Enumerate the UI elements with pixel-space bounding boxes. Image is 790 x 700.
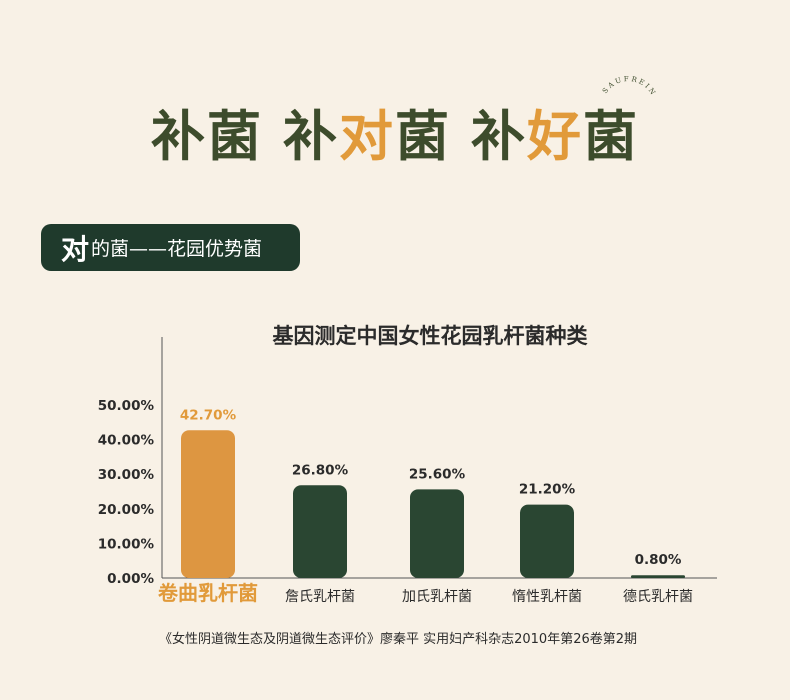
bar xyxy=(293,485,347,578)
headline-part3-b: 菌 xyxy=(583,104,639,168)
headline-part2-b: 菌 xyxy=(395,104,451,168)
y-tick-label: 20.00% xyxy=(98,502,155,518)
category-label: 德氏乳杆菌 xyxy=(623,589,693,605)
section-tag: 对的菌——花园优势菌 xyxy=(41,224,300,271)
value-label: 25.60% xyxy=(409,466,466,482)
headline: 补菌 补对菌 补好菌 xyxy=(0,92,790,171)
bar xyxy=(410,489,464,578)
category-label: 惰性乳杆菌 xyxy=(512,589,582,605)
source-citation: 《女性阴道微生态及阴道微生态评价》廖秦平 实用妇产科杂志2010年第26卷第2期 xyxy=(159,631,637,647)
y-tick-labels: 0.00% 10.00% 20.00% 30.00% 40.00% 50.00% xyxy=(98,398,155,587)
chart-title: 基因测定中国女性花园乳杆菌种类 xyxy=(273,324,589,348)
category-labels: 卷曲乳杆菌 詹氏乳杆菌 加氏乳杆菌 惰性乳杆菌 德氏乳杆菌 xyxy=(158,581,693,605)
y-tick-label: 0.00% xyxy=(107,571,154,587)
bars xyxy=(181,430,685,578)
bar xyxy=(520,504,574,578)
y-tick-label: 50.00% xyxy=(98,398,155,414)
category-label: 加氏乳杆菌 xyxy=(402,589,472,605)
section-tag-small: 的菌——花园优势菌 xyxy=(91,238,263,260)
value-labels: 42.70% 26.80% 25.60% 21.20% 0.80% xyxy=(180,407,682,568)
y-tick-label: 10.00% xyxy=(98,536,155,552)
bar xyxy=(181,430,235,578)
y-tick-label: 40.00% xyxy=(98,433,155,449)
value-label: 0.80% xyxy=(635,552,682,568)
headline-part3-a: 补 xyxy=(471,104,527,168)
headline-part2-accent: 对 xyxy=(339,104,395,168)
section-tag-big: 对 xyxy=(61,232,90,266)
headline-part1: 补菌 xyxy=(151,104,263,168)
brand-arc-logo: SAUFREIN xyxy=(601,75,656,98)
value-label: 21.20% xyxy=(519,482,576,498)
y-tick-label: 30.00% xyxy=(98,467,155,483)
category-label: 卷曲乳杆菌 xyxy=(158,581,258,605)
value-label: 26.80% xyxy=(292,462,349,478)
value-label: 42.70% xyxy=(180,407,237,423)
category-label: 詹氏乳杆菌 xyxy=(285,589,355,605)
headline-part3-accent: 好 xyxy=(527,104,583,168)
headline-part2-a: 补 xyxy=(283,104,339,168)
bar xyxy=(631,575,685,578)
